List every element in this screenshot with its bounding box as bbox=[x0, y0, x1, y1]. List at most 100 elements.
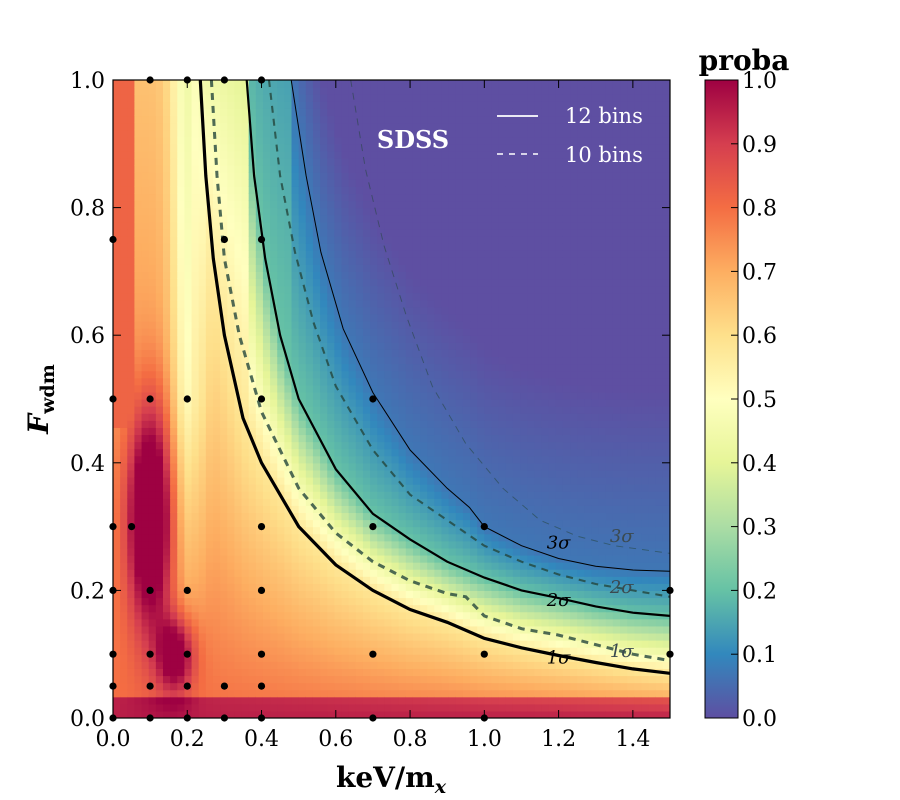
heatmap-cell bbox=[155, 101, 164, 109]
heatmap-cell bbox=[320, 498, 328, 506]
heatmap-cell bbox=[312, 342, 321, 350]
heatmap-cell bbox=[455, 299, 464, 308]
heatmap-cell bbox=[320, 562, 328, 570]
heatmap-cell bbox=[405, 235, 414, 244]
heatmap-cell bbox=[241, 87, 250, 95]
heatmap-cell bbox=[384, 710, 393, 718]
heatmap-cell bbox=[127, 533, 136, 542]
heatmap-cell bbox=[291, 207, 300, 216]
heatmap-cell bbox=[227, 321, 235, 329]
heatmap-cell bbox=[184, 661, 193, 669]
heatmap-cell bbox=[498, 384, 507, 393]
heatmap-cell bbox=[212, 583, 221, 591]
heatmap-cell bbox=[412, 689, 421, 698]
heatmap-cell bbox=[391, 129, 400, 138]
heatmap-cell bbox=[370, 696, 378, 705]
heatmap-cell bbox=[398, 399, 407, 407]
heatmap-cell bbox=[155, 611, 164, 620]
heatmap-cell bbox=[170, 143, 178, 152]
heatmap-cell bbox=[155, 434, 164, 443]
heatmap-cell bbox=[484, 654, 493, 662]
heatmap-cell bbox=[341, 172, 350, 180]
heatmap-cell bbox=[298, 661, 307, 669]
heatmap-cell bbox=[227, 547, 235, 556]
heatmap-cell bbox=[312, 193, 321, 202]
heatmap-cell bbox=[362, 313, 371, 322]
heatmap-cell bbox=[420, 427, 428, 436]
heatmap-cell bbox=[377, 491, 385, 499]
heatmap-cell bbox=[227, 682, 235, 691]
heatmap-cell bbox=[255, 597, 264, 606]
heatmap-cell bbox=[362, 562, 371, 570]
heatmap-cell bbox=[405, 647, 414, 655]
heatmap-cell bbox=[277, 306, 285, 315]
heatmap-cell bbox=[284, 257, 293, 265]
heatmap-cell bbox=[470, 179, 478, 187]
heatmap-cell bbox=[227, 271, 235, 280]
heatmap-cell bbox=[220, 228, 228, 237]
heatmap-cell bbox=[212, 321, 221, 329]
heatmap-cell bbox=[462, 512, 471, 521]
heatmap-cell bbox=[441, 80, 450, 88]
heatmap-cell bbox=[284, 228, 293, 237]
heatmap-cell bbox=[312, 434, 321, 443]
heatmap-cell bbox=[134, 554, 143, 563]
heatmap-cell bbox=[141, 597, 150, 606]
heatmap-cell bbox=[127, 462, 136, 471]
heatmap-cell bbox=[298, 533, 307, 542]
heatmap-cell bbox=[420, 519, 428, 528]
heatmap-cell bbox=[355, 484, 364, 492]
heatmap-cell bbox=[170, 313, 178, 322]
heatmap-cell bbox=[155, 597, 164, 606]
heatmap-cell bbox=[270, 590, 278, 599]
heatmap-cell bbox=[234, 313, 243, 322]
heatmap-cell bbox=[377, 689, 385, 698]
heatmap-cell bbox=[205, 533, 214, 542]
heatmap-cell bbox=[470, 321, 478, 329]
heatmap-cell bbox=[427, 668, 435, 677]
heatmap-cell bbox=[113, 689, 121, 698]
heatmap-cell bbox=[477, 576, 485, 584]
heatmap-cell bbox=[377, 654, 385, 662]
heatmap-cell bbox=[384, 391, 393, 400]
heatmap-cell bbox=[498, 647, 507, 655]
heatmap-cell bbox=[227, 377, 235, 386]
heatmap-cell bbox=[498, 682, 507, 691]
heatmap-cell bbox=[391, 157, 400, 166]
heatmap-cell bbox=[177, 519, 186, 528]
heatmap-cell bbox=[434, 150, 443, 159]
heatmap-cell bbox=[184, 228, 193, 237]
heatmap-cell bbox=[155, 243, 164, 251]
heatmap-cell bbox=[477, 569, 485, 577]
heatmap-cell bbox=[120, 143, 128, 152]
heatmap-cell bbox=[262, 512, 271, 521]
heatmap-cell bbox=[241, 533, 250, 542]
heatmap-cell bbox=[341, 562, 350, 570]
heatmap-cell bbox=[384, 420, 393, 428]
heatmap-cell bbox=[155, 668, 164, 677]
heatmap-cell bbox=[412, 143, 421, 152]
heatmap-cell bbox=[212, 384, 221, 393]
heatmap-cell bbox=[327, 207, 335, 216]
heatmap-cell bbox=[284, 108, 293, 117]
heatmap-cell bbox=[113, 540, 121, 549]
heatmap-cell bbox=[441, 278, 450, 287]
heatmap-cell bbox=[220, 696, 228, 705]
heatmap-cell bbox=[220, 640, 228, 648]
heatmap-cell bbox=[462, 434, 471, 443]
heatmap-cell bbox=[377, 569, 385, 577]
heatmap-cell bbox=[177, 200, 186, 209]
heatmap-cell bbox=[262, 278, 271, 287]
heatmap-cell bbox=[291, 370, 300, 379]
heatmap-cell bbox=[405, 335, 414, 343]
heatmap-cell bbox=[427, 115, 435, 124]
heatmap-cell bbox=[162, 661, 171, 669]
heatmap-cell bbox=[405, 399, 414, 407]
heatmap-cell bbox=[377, 313, 385, 322]
heatmap-cell bbox=[155, 469, 164, 478]
heatmap-cell bbox=[455, 569, 464, 577]
heatmap-cell bbox=[113, 108, 121, 117]
heatmap-cell bbox=[262, 221, 271, 230]
heatmap-cell bbox=[262, 484, 271, 492]
heatmap-cell bbox=[412, 335, 421, 343]
